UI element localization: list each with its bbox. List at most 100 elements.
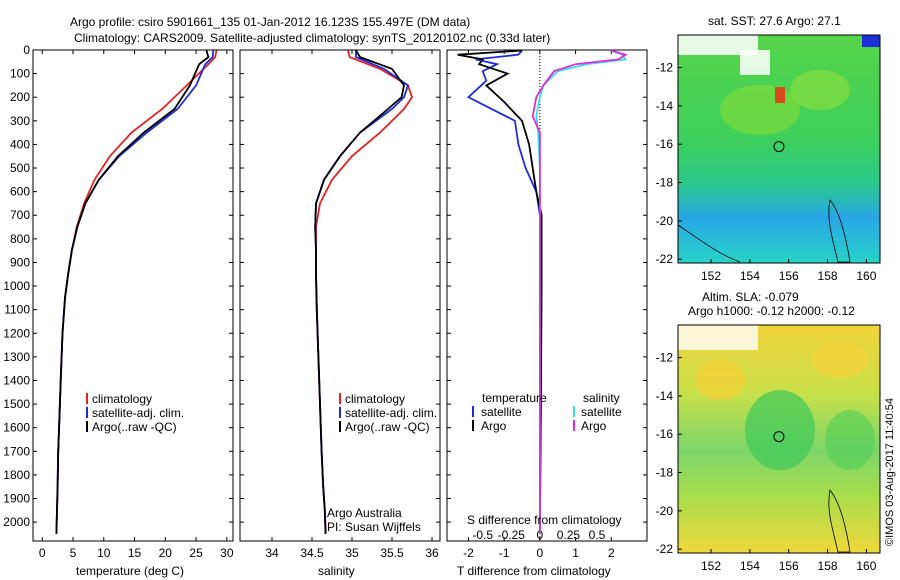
- map-y-tick-label: -22: [656, 542, 674, 556]
- series-line-climatology: [315, 50, 413, 534]
- y-tick-label: 1300: [3, 350, 30, 364]
- sst-map: [677, 34, 881, 264]
- x-tick-label: 34: [265, 546, 279, 560]
- map-y-tick-label: -12: [656, 351, 674, 365]
- salinity-panel: 34 34.5 35 35.5 36: [239, 49, 441, 560]
- sst-contour: [677, 224, 741, 263]
- series-line-argo-raw-qc-: [314, 50, 405, 534]
- legend-argo: Argo(..raw -QC): [345, 420, 430, 434]
- sla-land-mask: [678, 325, 758, 350]
- map-ticks: 152 154 156 158 160 -12 -14 -16 -18 -20 -22 152 154 1…: [656, 61, 877, 573]
- map-x-tick-label: 152: [701, 269, 721, 283]
- sla-high-patch: [812, 342, 868, 378]
- y-tick-label: 1800: [3, 468, 30, 482]
- temperature-legend: climatology satellite-adj. clim. Argo(..…: [86, 392, 184, 434]
- x-tick-label: 5: [70, 546, 77, 560]
- y-tick-label: 1100: [4, 303, 30, 317]
- y-tick-label: 1400: [3, 373, 30, 387]
- map-x-tick-label: 160: [856, 559, 876, 573]
- sla-map-frame: [677, 324, 881, 554]
- map-x-tick-label: 160: [856, 269, 876, 283]
- sst-hot-spot: [775, 87, 785, 103]
- plot-frame: [239, 49, 441, 542]
- x-tick-label: 30: [220, 546, 234, 560]
- map-y-tick-label: -20: [656, 214, 674, 228]
- sst-cold-pixel: [862, 35, 880, 47]
- x-top-tick-label: -0.25: [498, 528, 526, 542]
- x-top-tick-label: 0.25: [557, 528, 581, 542]
- sla-coastline: [828, 489, 851, 553]
- map-y-tick-label: -14: [656, 389, 674, 403]
- sla-low-patch: [745, 390, 815, 470]
- legend-temperature-title: temperature: [482, 391, 547, 405]
- x-tick-label: -1: [499, 546, 510, 560]
- y-tick-label: 800: [10, 232, 30, 246]
- x-tick-label: 35.5: [380, 546, 404, 560]
- salinity-legend: climatology satellite-adj. clim. Argo(..…: [339, 392, 437, 434]
- series-line-satellite-adj-clim-: [314, 50, 410, 534]
- sla-map-title-2: Argo h1000: -0.12 h2000: -0.12: [688, 304, 855, 318]
- sla-map: [677, 324, 881, 554]
- series-line-climatology: [55, 50, 218, 534]
- y-tick-label: 900: [10, 255, 30, 269]
- pi-note: PI: Susan Wijffels: [327, 520, 421, 534]
- y-tick-label: 400: [10, 137, 30, 151]
- sla-map-title-1: Altim. SLA: -0.079: [702, 290, 799, 304]
- x-tick-label: 0: [537, 546, 544, 560]
- temperature-xlabel: temperature (deg C): [76, 564, 184, 578]
- y-tick-label: 600: [10, 185, 30, 199]
- map-y-tick-label: -18: [656, 466, 674, 480]
- map-y-tick-label: -12: [656, 61, 674, 75]
- y-tick-label: 0: [23, 43, 30, 57]
- series-line-argo-raw-qc-: [55, 50, 210, 534]
- difference-xlabel: T difference from climatology: [457, 564, 611, 578]
- series-line-salinity-argo: [531, 49, 628, 534]
- y-tick-label: 2000: [3, 515, 30, 529]
- x-top-tick-label: 0.5: [589, 528, 606, 542]
- plot-frame: [32, 49, 234, 542]
- sst-argo-marker: [773, 141, 785, 153]
- y-tick-label: 1000: [3, 279, 30, 293]
- x-tick-label: 36: [425, 546, 439, 560]
- y-tick-label: 1700: [3, 444, 30, 458]
- x-tick-label: 10: [97, 546, 111, 560]
- argo-australia-note: Argo Australia: [327, 506, 402, 520]
- map-x-tick-label: 156: [779, 269, 799, 283]
- legend-temp-satellite: satellite: [481, 405, 522, 419]
- x-tick-label: 0: [39, 546, 46, 560]
- series-line-salinity-satellite: [535, 49, 628, 534]
- sst-map-frame: [677, 34, 881, 264]
- map-y-tick-label: -18: [656, 176, 674, 190]
- header-line-2: Climatology: CARS2009. Satellite-adjuste…: [74, 31, 550, 45]
- sst-map-title: sat. SST: 27.6 Argo: 27.1: [708, 14, 841, 28]
- map-x-tick-label: 152: [701, 559, 721, 573]
- difference-panel: -2 -1 0 1 2 -0.5 -0.25 0 0.25 0.5: [446, 49, 648, 560]
- map-y-tick-label: -22: [656, 252, 674, 266]
- x-top-tick-label: -0.5: [472, 528, 493, 542]
- y-tick-label: 1500: [3, 397, 30, 411]
- sla-high-patch: [695, 360, 745, 400]
- header-line-1: Argo profile: csiro 5901661_135 01-Jan-2…: [70, 15, 470, 29]
- x-tick-label: 15: [128, 546, 142, 560]
- sst-warm-patch: [720, 85, 800, 135]
- map-y-tick-label: -16: [656, 427, 674, 441]
- series-line-temperature-satellite: [466, 49, 541, 534]
- y-tick-label: 200: [10, 90, 30, 104]
- sst-map-field: [678, 35, 880, 263]
- map-x-tick-label: 154: [740, 559, 760, 573]
- salinity-xlabel: salinity: [318, 564, 355, 578]
- map-y-tick-label: -14: [656, 99, 674, 113]
- x-tick-label: 25: [189, 546, 203, 560]
- legend-climatology: climatology: [345, 392, 405, 406]
- legend-climatology: climatology: [92, 392, 152, 406]
- legend-temp-argo: Argo: [481, 419, 507, 433]
- series-line-temperature-argo: [457, 49, 543, 534]
- x-tick-label: 2: [608, 546, 615, 560]
- legend-satellite: satellite-adj. clim.: [92, 406, 184, 420]
- map-y-tick-label: -16: [656, 137, 674, 151]
- x-tick-label: -2: [463, 546, 474, 560]
- sst-coastline: [828, 199, 851, 263]
- legend-salinity-title: salinity: [583, 391, 620, 405]
- x-tick-label: 1: [572, 546, 579, 560]
